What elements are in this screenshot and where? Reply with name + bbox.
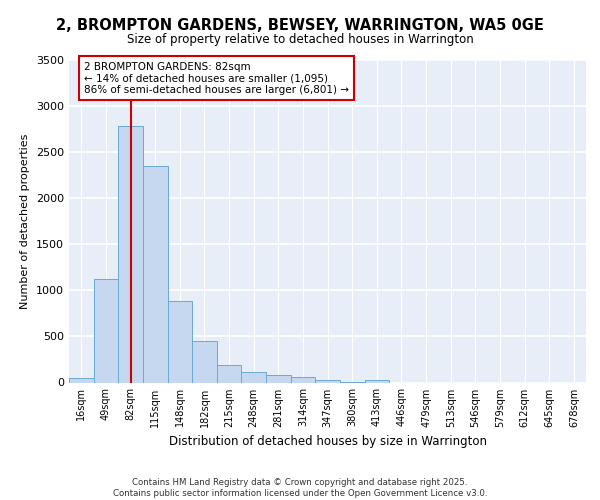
Bar — [94, 280, 118, 382]
Bar — [290, 378, 315, 382]
Text: 2 BROMPTON GARDENS: 82sqm
← 14% of detached houses are smaller (1,095)
86% of se: 2 BROMPTON GARDENS: 82sqm ← 14% of detac… — [84, 62, 349, 95]
Bar — [69, 378, 94, 382]
Text: Size of property relative to detached houses in Warrington: Size of property relative to detached ho… — [127, 32, 473, 46]
Text: 2, BROMPTON GARDENS, BEWSEY, WARRINGTON, WA5 0GE: 2, BROMPTON GARDENS, BEWSEY, WARRINGTON,… — [56, 18, 544, 32]
X-axis label: Distribution of detached houses by size in Warrington: Distribution of detached houses by size … — [169, 435, 487, 448]
Bar — [365, 380, 389, 382]
Bar — [217, 364, 241, 382]
Bar — [266, 375, 290, 382]
Y-axis label: Number of detached properties: Number of detached properties — [20, 134, 31, 309]
Text: Contains HM Land Registry data © Crown copyright and database right 2025.
Contai: Contains HM Land Registry data © Crown c… — [113, 478, 487, 498]
Bar — [118, 126, 143, 382]
Bar — [315, 380, 340, 382]
Bar — [192, 341, 217, 382]
Bar — [241, 372, 266, 382]
Bar — [167, 302, 192, 382]
Bar — [143, 166, 167, 382]
